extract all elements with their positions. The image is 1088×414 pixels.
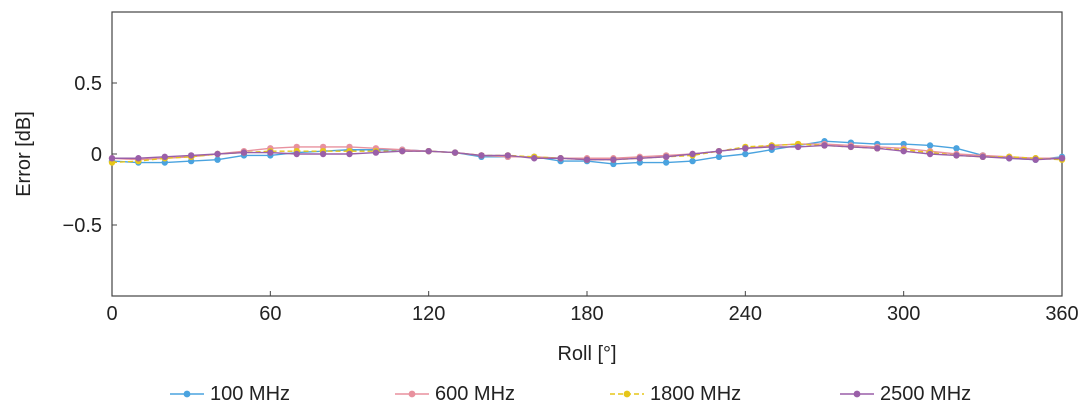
data-point: [108, 155, 116, 162]
data-point: [742, 145, 749, 152]
legend-label: 2500 MHz: [880, 383, 971, 405]
data-point: [214, 156, 221, 163]
x-tick-label: 180: [570, 303, 603, 325]
data-point: [346, 150, 353, 158]
data-point: [926, 142, 934, 149]
data-point: [847, 143, 855, 151]
data-point: [662, 159, 670, 166]
data-point: [715, 153, 723, 161]
data-point: [900, 147, 907, 155]
x-axis: 0 60 120 180 240 300 360: [106, 291, 1079, 325]
data-point: [399, 147, 406, 155]
data-point: [636, 155, 643, 162]
y-tick-label: 0: [91, 144, 102, 166]
plot-frame: [111, 11, 1063, 297]
legend-label: 100 MHz: [210, 383, 290, 405]
data-point: [187, 152, 195, 159]
data-point: [689, 150, 696, 158]
data-point: [768, 143, 775, 151]
y-tick-label: −0.5: [63, 215, 102, 237]
series-layer: [108, 138, 1066, 168]
y-axis-title: Error [dB]: [13, 111, 35, 197]
data-point: [794, 143, 802, 151]
data-point: [662, 153, 670, 161]
x-axis-title: Roll [°]: [557, 343, 616, 365]
data-point: [1006, 155, 1013, 162]
x-tick-label: 0: [106, 303, 117, 325]
data-point: [425, 147, 432, 155]
data-point: [451, 149, 459, 156]
data-point: [583, 156, 591, 163]
data-point: [821, 142, 828, 149]
data-point: [240, 149, 248, 156]
y-axis: 0.5 0 −0.5: [63, 73, 117, 237]
data-point: [478, 152, 485, 159]
data-point: [1058, 155, 1066, 162]
data-point: [874, 145, 881, 152]
legend-swatch-marker: [183, 390, 191, 398]
data-point: [214, 150, 221, 158]
x-tick-label: 240: [729, 303, 762, 325]
data-point: [979, 153, 987, 161]
y-tick-label: 0.5: [74, 73, 102, 95]
data-point: [161, 153, 168, 161]
data-point: [293, 150, 300, 158]
data-point: [715, 147, 723, 155]
data-point: [267, 149, 274, 156]
data-point: [953, 145, 960, 152]
legend-swatch-marker: [408, 390, 416, 398]
x-tick-label: 120: [412, 303, 445, 325]
x-tick-label: 300: [887, 303, 920, 325]
data-point: [557, 155, 564, 162]
data-point: [372, 149, 380, 156]
data-point: [319, 150, 327, 158]
legend-label: 600 MHz: [435, 383, 515, 405]
legend: 100 MHz 600 MHz 1800 MHz 2500 MHz: [170, 383, 971, 405]
data-point: [531, 155, 538, 162]
data-point: [135, 155, 142, 162]
legend-swatch-marker: [623, 390, 631, 398]
data-point: [953, 152, 960, 159]
legend-swatch-marker: [853, 390, 861, 398]
data-point: [610, 156, 617, 163]
data-point: [689, 157, 696, 165]
x-tick-label: 60: [259, 303, 281, 325]
data-point: [926, 150, 934, 158]
legend-label: 1800 MHz: [650, 383, 741, 405]
data-point: [1032, 156, 1039, 163]
data-point: [504, 152, 512, 159]
data-point: [742, 150, 749, 158]
x-tick-label: 360: [1045, 303, 1078, 325]
